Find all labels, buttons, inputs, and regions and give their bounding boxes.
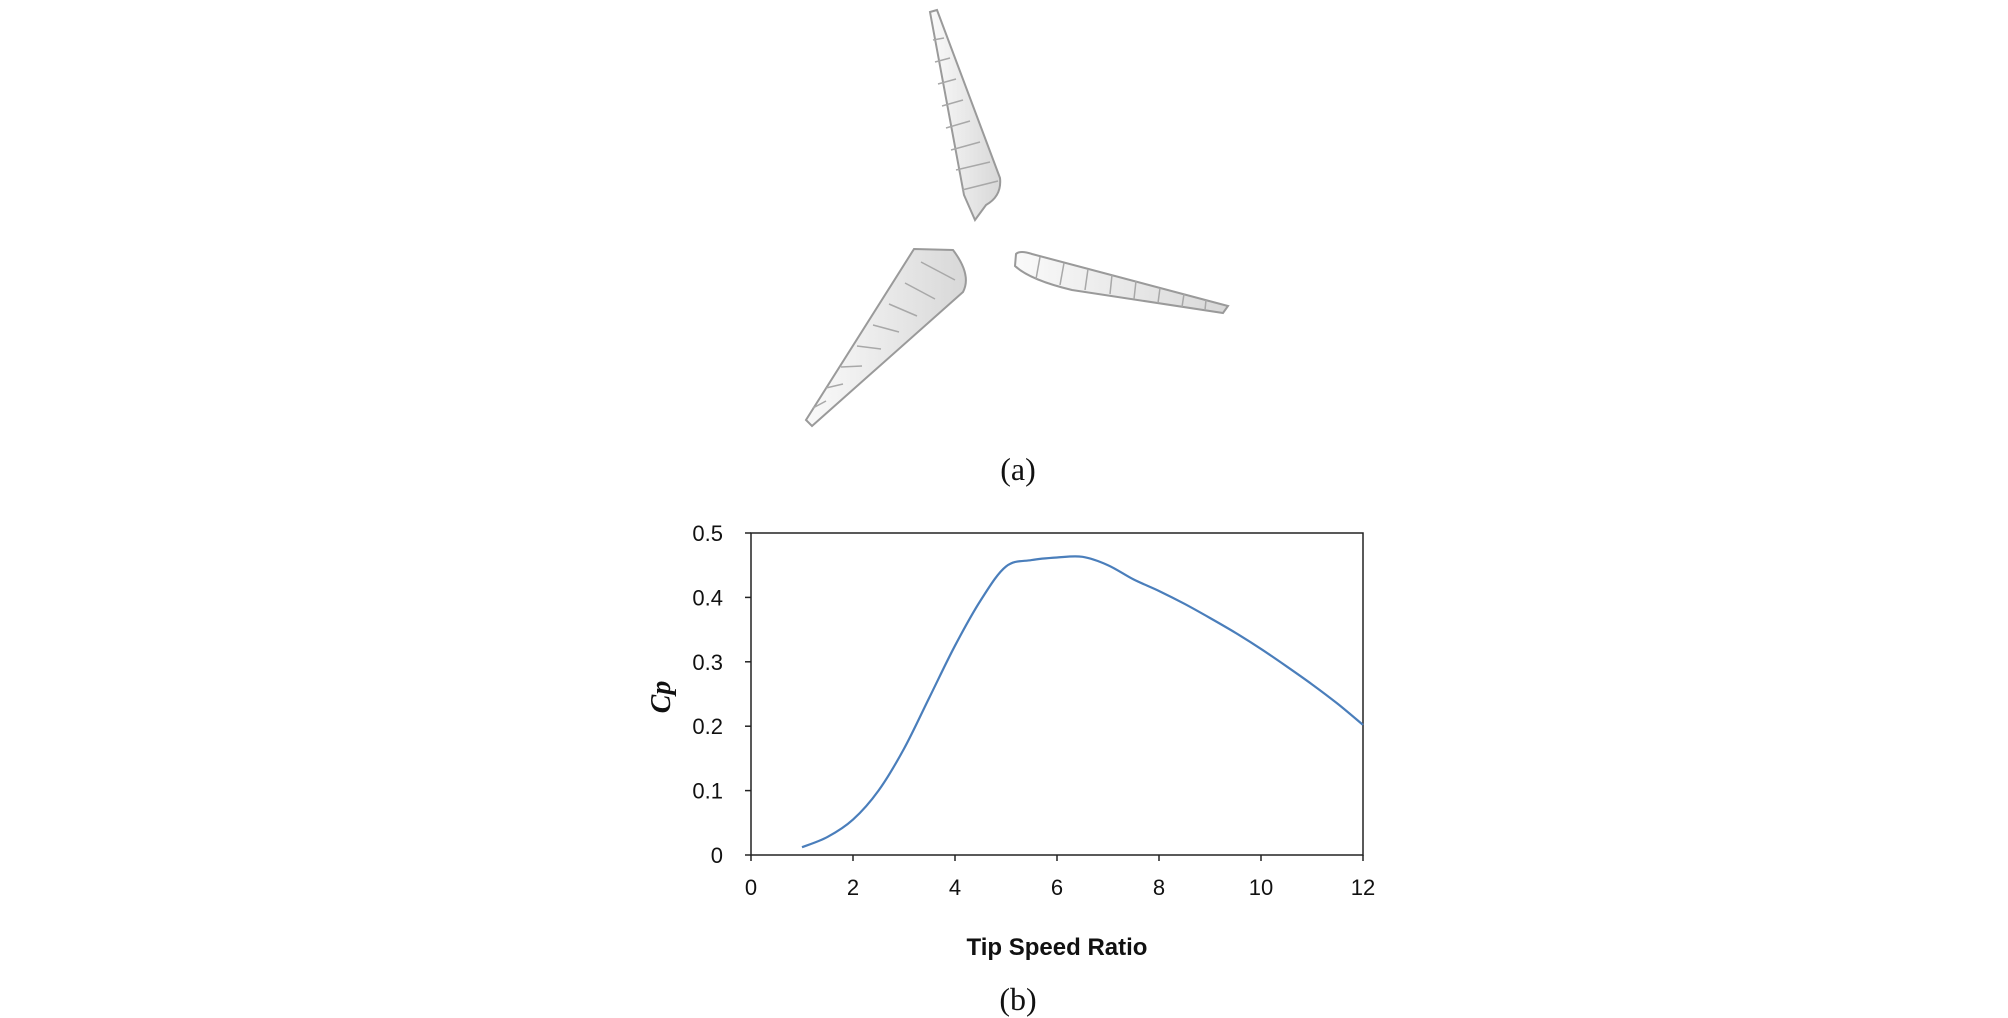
y-tick-label: 0 [711,843,723,868]
y-axis-ticks: 0 0.1 0.2 0.3 0.4 0.5 [692,521,751,868]
turbine-blade-top-icon [928,8,1002,222]
caption-panel-a: (a) [1000,451,1036,487]
y-tick-label: 0.1 [692,779,723,804]
x-tick-label: 2 [847,875,859,900]
caption-panel-b: (b) [999,981,1037,1017]
x-tick-label: 0 [745,875,757,900]
x-tick-label: 6 [1051,875,1063,900]
turbine-blade-left-icon [804,247,967,428]
turbine-blade-right-icon [1013,251,1230,315]
x-axis-ticks: 0 2 4 6 8 10 12 [745,855,1375,900]
x-axis-title: Tip Speed Ratio [967,934,1148,961]
y-tick-label: 0.3 [692,650,723,675]
x-tick-label: 12 [1351,875,1375,900]
x-tick-label: 8 [1153,875,1165,900]
x-tick-label: 4 [949,875,961,900]
x-tick-label: 10 [1249,875,1273,900]
cp-series-line [801,555,1364,849]
y-tick-label: 0.4 [692,585,723,610]
y-tick-label: 0.5 [692,521,723,546]
y-axis-title: Cp [646,681,677,714]
y-tick-label: 0.2 [692,714,723,739]
plot-area-frame [750,532,1364,856]
